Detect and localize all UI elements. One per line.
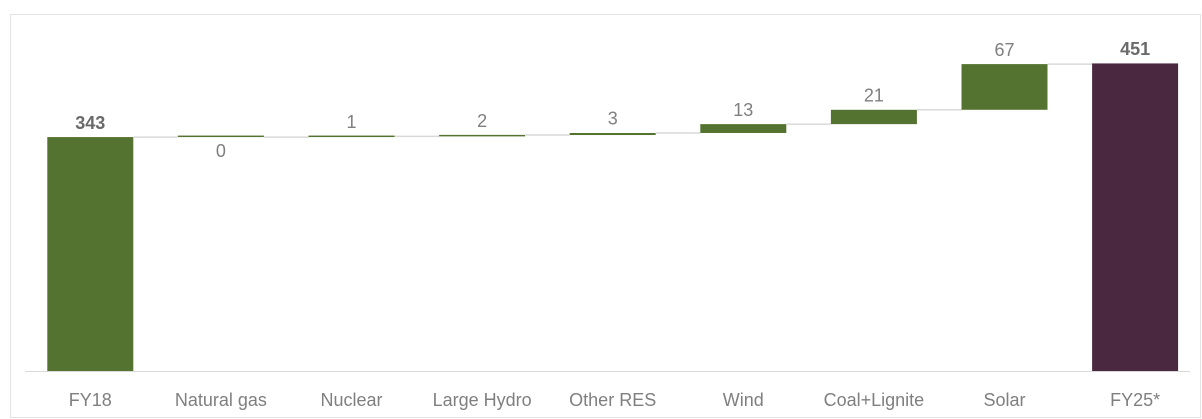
x-tick-label: Solar [983, 390, 1025, 410]
x-tick-label: Large Hydro [433, 390, 532, 410]
bar [830, 109, 917, 125]
bar [47, 137, 134, 371]
bar [700, 124, 787, 133]
x-tick-label: Coal+Lignite [824, 390, 925, 410]
x-tick-label: Natural gas [175, 390, 267, 410]
x-tick-label: Wind [723, 390, 764, 410]
x-tick-label: Other RES [569, 390, 656, 410]
value-label: 0 [216, 141, 226, 161]
bar [961, 64, 1048, 110]
frame [10, 14, 1201, 418]
value-label: 1 [346, 112, 356, 132]
value-label: 343 [75, 113, 105, 133]
bar [308, 135, 395, 138]
x-tick-label: FY25* [1110, 390, 1160, 410]
x-tick-label: FY18 [69, 390, 112, 410]
value-label: 451 [1120, 39, 1150, 59]
value-label: 3 [608, 109, 618, 129]
value-label: 13 [733, 100, 753, 120]
bar [177, 135, 264, 138]
x-tick-label: Nuclear [320, 390, 382, 410]
bar [569, 132, 656, 136]
value-label: 21 [864, 86, 884, 106]
bar [439, 134, 526, 137]
value-label: 2 [477, 111, 487, 131]
bar [1092, 63, 1179, 372]
value-label: 67 [994, 40, 1014, 60]
